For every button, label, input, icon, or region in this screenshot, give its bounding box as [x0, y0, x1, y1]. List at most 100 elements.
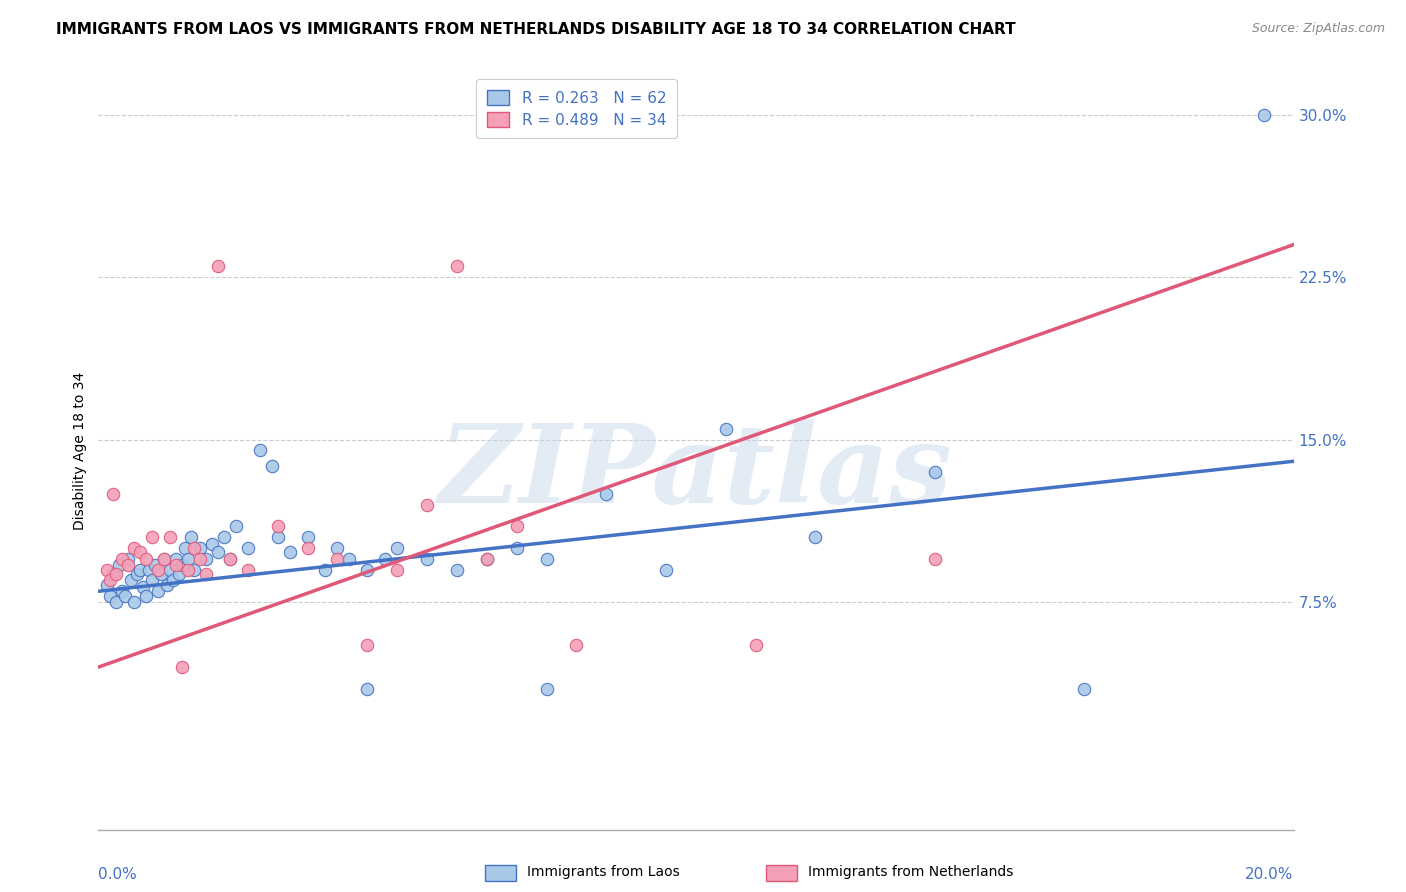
Point — [162, 574, 184, 588]
Point — [225, 519, 247, 533]
Point — [172, 660, 194, 674]
Point — [195, 566, 218, 581]
Point — [153, 551, 176, 566]
Point — [201, 536, 224, 550]
Point — [236, 541, 259, 555]
Point — [655, 563, 678, 577]
Point — [475, 551, 498, 566]
Point — [167, 566, 190, 581]
Point — [278, 545, 301, 559]
Point — [117, 551, 139, 566]
Point — [105, 566, 128, 581]
Point — [105, 595, 128, 609]
Point — [416, 498, 439, 512]
Point — [129, 545, 152, 559]
Point — [156, 578, 179, 592]
Point — [111, 584, 134, 599]
Point — [141, 574, 163, 588]
Point — [138, 563, 160, 577]
Point — [177, 563, 200, 577]
Point — [207, 260, 229, 274]
Point — [165, 551, 187, 566]
Point — [385, 541, 409, 555]
Point — [219, 551, 242, 566]
Point — [924, 551, 946, 566]
Point — [135, 589, 157, 603]
Point — [565, 639, 588, 653]
Text: IMMIGRANTS FROM LAOS VS IMMIGRANTS FROM NETHERLANDS DISABILITY AGE 18 TO 34 CORR: IMMIGRANTS FROM LAOS VS IMMIGRANTS FROM … — [56, 22, 1017, 37]
Point — [356, 681, 378, 696]
Point — [385, 563, 409, 577]
Point — [172, 558, 194, 573]
Point — [129, 563, 152, 577]
Point — [416, 551, 439, 566]
Point — [315, 563, 337, 577]
Point — [143, 558, 166, 573]
Point — [356, 563, 378, 577]
Point — [236, 563, 259, 577]
Point — [745, 639, 768, 653]
Point — [446, 260, 468, 274]
Text: Source: ZipAtlas.com: Source: ZipAtlas.com — [1251, 22, 1385, 36]
Text: 20.0%: 20.0% — [1246, 867, 1294, 882]
Point — [446, 563, 468, 577]
Point — [506, 519, 529, 533]
Point — [114, 589, 136, 603]
Point — [150, 566, 173, 581]
Point — [120, 574, 142, 588]
Text: Immigrants from Laos: Immigrants from Laos — [527, 865, 681, 880]
Point — [153, 551, 176, 566]
Point — [207, 545, 229, 559]
Y-axis label: Disability Age 18 to 34: Disability Age 18 to 34 — [73, 371, 87, 530]
Point — [177, 551, 200, 566]
Point — [536, 681, 558, 696]
Point — [127, 566, 149, 581]
Point — [148, 584, 170, 599]
Point — [96, 563, 118, 577]
Point — [180, 530, 202, 544]
Point — [183, 563, 205, 577]
Point — [506, 541, 529, 555]
Point — [374, 551, 396, 566]
Point — [165, 558, 187, 573]
Point — [260, 458, 283, 473]
Point — [475, 551, 498, 566]
Point — [135, 551, 157, 566]
Point — [219, 551, 242, 566]
Point — [339, 551, 361, 566]
Point — [249, 443, 271, 458]
Point — [714, 422, 737, 436]
Point — [595, 487, 617, 501]
Point — [183, 541, 205, 555]
Point — [297, 541, 319, 555]
Point — [103, 487, 125, 501]
Point — [1253, 108, 1275, 122]
Point — [536, 551, 558, 566]
Point — [267, 530, 290, 544]
Point — [159, 530, 181, 544]
Point — [124, 541, 146, 555]
Point — [132, 580, 155, 594]
Point — [267, 519, 290, 533]
Point — [111, 551, 134, 566]
Point — [188, 551, 211, 566]
Point — [297, 530, 319, 544]
Point — [159, 563, 181, 577]
Point — [174, 541, 197, 555]
Point — [924, 465, 946, 479]
Point — [804, 530, 827, 544]
Point — [148, 563, 170, 577]
Point — [326, 541, 349, 555]
Point — [188, 541, 211, 555]
Point — [103, 566, 125, 581]
Text: Immigrants from Netherlands: Immigrants from Netherlands — [808, 865, 1014, 880]
Point — [108, 558, 131, 573]
Point — [212, 530, 235, 544]
Point — [117, 558, 139, 573]
Point — [326, 551, 349, 566]
Text: ZIPatlas: ZIPatlas — [439, 419, 953, 527]
Point — [1073, 681, 1095, 696]
Point — [141, 530, 163, 544]
Text: 0.0%: 0.0% — [98, 867, 138, 882]
Point — [195, 551, 218, 566]
